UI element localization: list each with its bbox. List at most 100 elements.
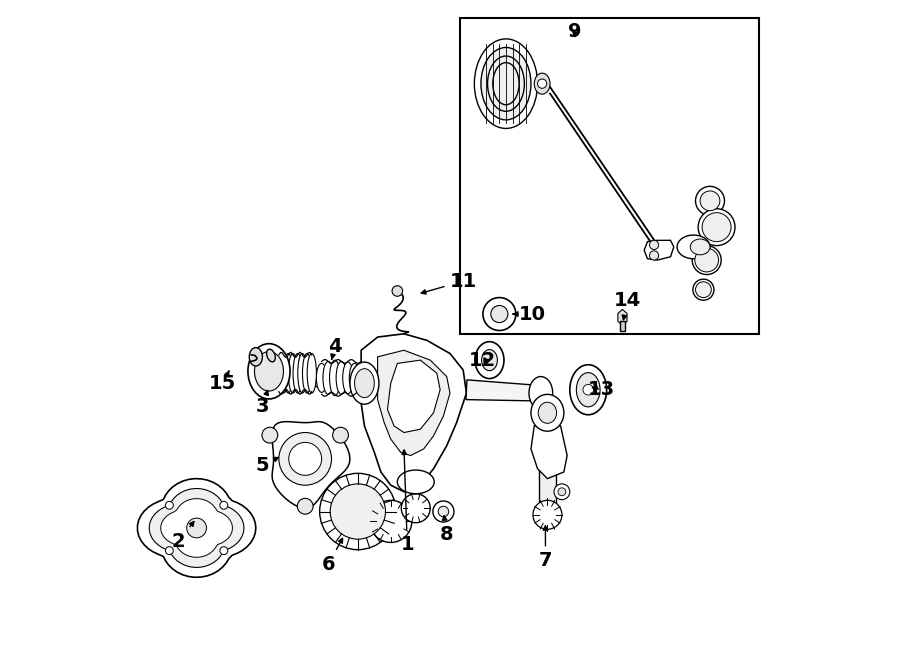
Text: 14: 14 <box>614 292 642 320</box>
Circle shape <box>166 501 174 509</box>
Text: 10: 10 <box>513 305 545 323</box>
Ellipse shape <box>284 354 292 393</box>
Circle shape <box>692 246 721 274</box>
Ellipse shape <box>488 56 525 111</box>
Ellipse shape <box>356 365 366 391</box>
Ellipse shape <box>355 369 374 398</box>
Circle shape <box>220 501 228 509</box>
Polygon shape <box>466 380 536 401</box>
Polygon shape <box>539 412 556 518</box>
Text: 6: 6 <box>321 538 343 574</box>
Circle shape <box>438 506 449 517</box>
Text: 1: 1 <box>400 450 414 554</box>
Ellipse shape <box>249 348 263 366</box>
Polygon shape <box>149 488 244 567</box>
Ellipse shape <box>677 235 710 258</box>
Polygon shape <box>277 369 313 383</box>
Ellipse shape <box>350 362 379 405</box>
Ellipse shape <box>293 354 302 393</box>
Ellipse shape <box>474 39 537 128</box>
Circle shape <box>693 279 714 300</box>
Circle shape <box>554 484 570 500</box>
Circle shape <box>166 547 174 555</box>
Ellipse shape <box>288 354 298 393</box>
Circle shape <box>279 432 331 485</box>
Ellipse shape <box>274 354 284 393</box>
Polygon shape <box>620 321 625 330</box>
Circle shape <box>650 241 659 250</box>
Circle shape <box>370 500 412 543</box>
Polygon shape <box>161 498 232 557</box>
Ellipse shape <box>529 377 553 409</box>
Circle shape <box>186 518 206 538</box>
Text: 15: 15 <box>210 371 237 393</box>
Ellipse shape <box>481 48 531 120</box>
Polygon shape <box>361 334 466 492</box>
Ellipse shape <box>482 350 498 371</box>
Circle shape <box>401 494 430 523</box>
Text: 12: 12 <box>469 350 497 369</box>
Circle shape <box>262 427 278 443</box>
Circle shape <box>558 488 566 496</box>
Circle shape <box>700 191 720 211</box>
Circle shape <box>533 500 562 529</box>
Ellipse shape <box>323 362 334 395</box>
Ellipse shape <box>397 470 434 494</box>
Circle shape <box>696 186 725 215</box>
Ellipse shape <box>255 352 284 391</box>
Ellipse shape <box>483 297 516 330</box>
Circle shape <box>650 251 659 260</box>
Circle shape <box>537 79 547 89</box>
Circle shape <box>320 473 396 550</box>
Polygon shape <box>388 360 440 432</box>
Ellipse shape <box>302 354 311 393</box>
Text: 11: 11 <box>421 272 477 294</box>
Circle shape <box>297 498 313 514</box>
Ellipse shape <box>349 364 360 393</box>
Ellipse shape <box>531 395 564 431</box>
Polygon shape <box>272 422 350 508</box>
Ellipse shape <box>535 73 550 95</box>
Circle shape <box>702 213 731 242</box>
Ellipse shape <box>343 362 353 394</box>
Text: 9: 9 <box>568 22 581 40</box>
Polygon shape <box>256 360 272 374</box>
Bar <box>460 18 760 334</box>
Text: 2: 2 <box>172 522 194 551</box>
Circle shape <box>333 427 348 443</box>
Ellipse shape <box>576 373 600 407</box>
Text: 5: 5 <box>256 456 278 475</box>
Ellipse shape <box>307 354 317 393</box>
Polygon shape <box>644 241 674 260</box>
Circle shape <box>695 249 718 272</box>
Polygon shape <box>378 350 450 455</box>
Ellipse shape <box>475 342 504 379</box>
Circle shape <box>220 547 228 555</box>
Ellipse shape <box>298 354 307 393</box>
Text: 7: 7 <box>539 525 553 570</box>
Text: 4: 4 <box>328 338 342 360</box>
Circle shape <box>392 286 402 296</box>
Ellipse shape <box>329 360 340 396</box>
Ellipse shape <box>538 403 556 423</box>
Ellipse shape <box>317 364 327 393</box>
Polygon shape <box>618 309 627 325</box>
Ellipse shape <box>493 63 519 104</box>
Ellipse shape <box>266 349 275 362</box>
Circle shape <box>583 385 593 395</box>
Ellipse shape <box>570 365 607 414</box>
Ellipse shape <box>279 354 288 393</box>
Ellipse shape <box>690 239 710 254</box>
Ellipse shape <box>248 344 290 399</box>
Circle shape <box>698 209 735 246</box>
Circle shape <box>696 282 711 297</box>
Polygon shape <box>531 426 567 479</box>
Polygon shape <box>315 373 362 391</box>
Ellipse shape <box>336 362 346 395</box>
Ellipse shape <box>491 305 508 323</box>
Polygon shape <box>138 479 256 577</box>
Circle shape <box>289 442 321 475</box>
Text: 13: 13 <box>588 380 615 399</box>
Circle shape <box>433 501 454 522</box>
Text: 8: 8 <box>440 516 454 544</box>
